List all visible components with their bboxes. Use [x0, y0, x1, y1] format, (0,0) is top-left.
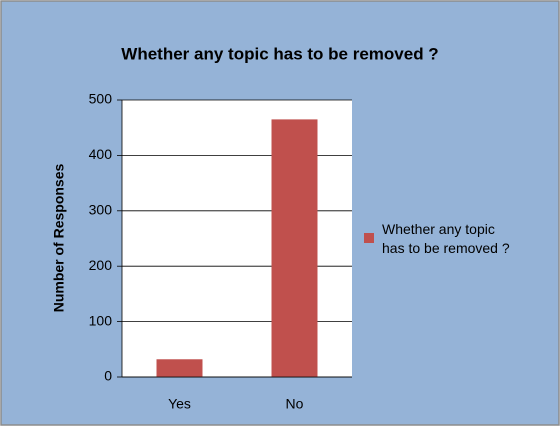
x-tick-label: Yes	[168, 396, 191, 412]
chart-title: Whether any topic has to be removed ?	[121, 44, 438, 63]
bar	[271, 119, 318, 377]
legend-label: Whether any topic has to be removed ?	[382, 221, 510, 256]
y-tick-label: 200	[89, 257, 113, 273]
y-tick-label: 100	[89, 312, 113, 328]
bar	[156, 359, 203, 377]
y-tick-label: 0	[104, 368, 112, 384]
y-axis-label: Number of Responses	[51, 163, 67, 312]
legend-marker	[364, 233, 374, 243]
y-tick-label: 300	[89, 202, 113, 218]
y-tick-label: 500	[89, 91, 113, 107]
y-tick-label: 400	[89, 146, 113, 162]
x-tick-label: No	[286, 396, 304, 412]
